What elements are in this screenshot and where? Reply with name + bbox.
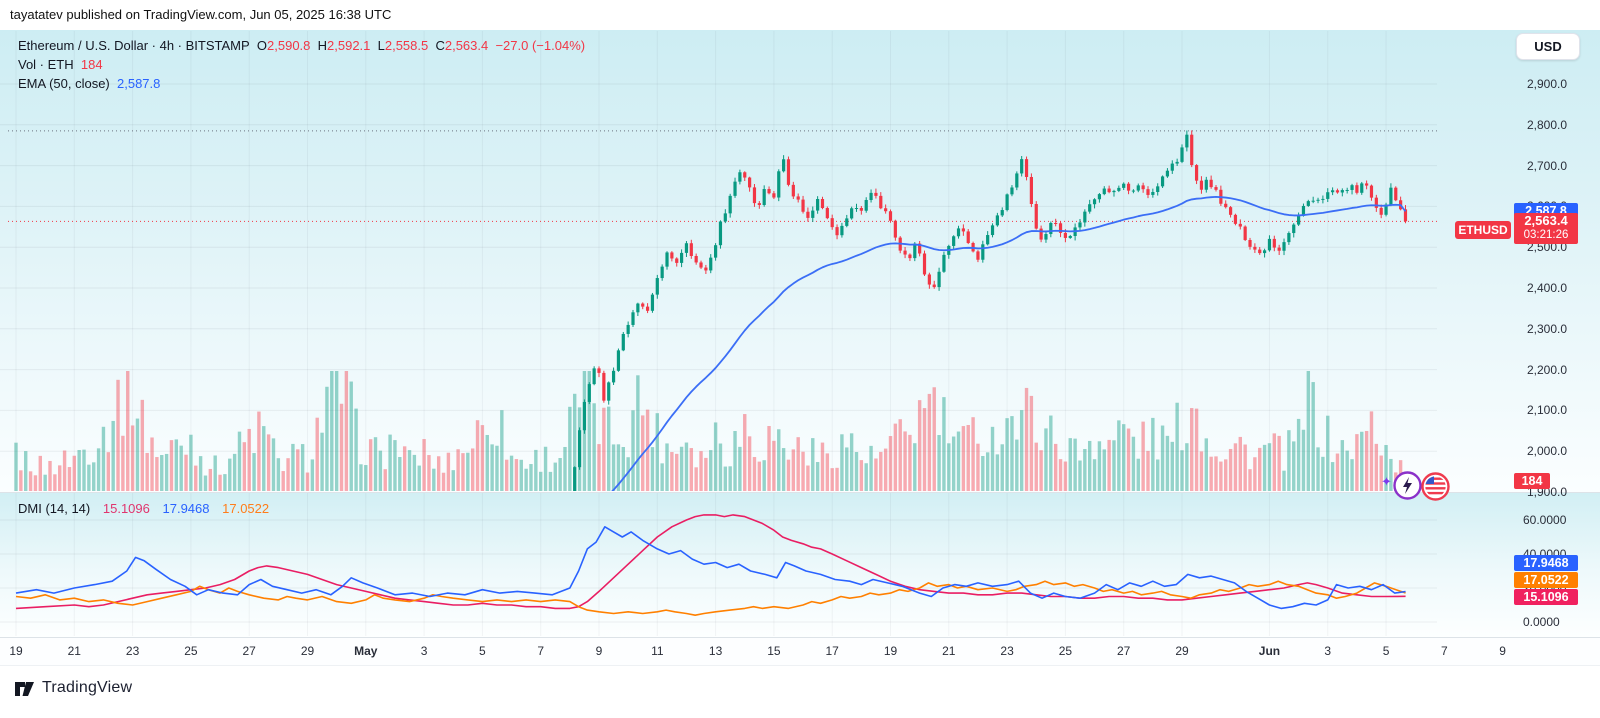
volume-legend-row[interactable]: Vol · ETH 184 [18, 56, 585, 74]
ema-legend-row[interactable]: EMA (50, close) 2,587.8 [18, 75, 585, 93]
ohlc-low-label: L [377, 38, 385, 53]
sparkle-icon: ✦ [1381, 474, 1392, 489]
price-axis-label: 2,100.0 [1527, 403, 1568, 418]
volume-label: Vol · ETH [18, 57, 74, 72]
time-axis-label: 15 [767, 644, 781, 658]
time-axis-label: 5 [479, 644, 486, 658]
time-axis-label: 25 [1058, 644, 1073, 658]
time-axis-label: 23 [1000, 644, 1014, 658]
last-price-badge: 2,563.4 03:21:26 [1514, 213, 1578, 244]
ohlc-close-label: C [435, 38, 445, 53]
time-axis-label: 23 [125, 644, 140, 658]
dmi-adx-value: 15.1096 [102, 501, 150, 516]
price-axis-label: 2,300.0 [1527, 321, 1568, 336]
ohlc-high-label: H [317, 38, 328, 53]
time-axis-label: 21 [67, 644, 81, 658]
dmi-axis-label: 0.0000 [1523, 615, 1560, 629]
dmi-minus-di-badge: 17.0522 [1514, 572, 1578, 588]
dmi-plus-di-badge: 17.9468 [1514, 555, 1578, 571]
time-axis-label: 13 [708, 644, 723, 658]
time-axis-label: 29 [1175, 644, 1189, 658]
symbol-title: Ethereum / U.S. Dollar · 4h · BITSTAMP [18, 38, 250, 53]
time-axis-label: 27 [1117, 644, 1131, 658]
ohlc-low-value: 2,558.5 [384, 38, 429, 53]
volume-value: 184 [80, 57, 103, 72]
ohlc-high-value: 2,592.1 [327, 38, 371, 53]
symbol-legend-row[interactable]: Ethereum / U.S. Dollar · 4h · BITSTAMP O… [18, 37, 585, 55]
price-axis-label: 2,200.0 [1527, 362, 1568, 377]
ema-label: EMA (50, close) [18, 76, 110, 91]
time-axis-label: 3 [1324, 644, 1332, 658]
tradingview-brand-text: TradingView [42, 678, 133, 696]
time-axis-label: 21 [942, 644, 956, 658]
time-axis-label: 19 [9, 644, 23, 658]
dmi-legend-row[interactable]: DMI (14, 14) 15.1096 17.9468 17.0522 [18, 501, 278, 516]
dmi-plus-di-value: 17.9468 [162, 501, 210, 516]
time-axis-label: 11 [651, 644, 664, 658]
dmi-axis-label: 60.0000 [1523, 513, 1567, 527]
time-axis-label: 17 [825, 644, 839, 658]
dmi-minus-di-value: 17.0522 [222, 501, 270, 516]
time-axis-label: May [354, 644, 378, 658]
ohlc-open-label: O [256, 38, 268, 53]
time-axis-label: 19 [883, 644, 898, 658]
change-value: −27.0 (−1.04%) [495, 38, 586, 53]
price-axis-label: 2,700.0 [1527, 158, 1568, 173]
axis-separator [0, 637, 1600, 638]
bar-countdown: 03:21:26 [1523, 229, 1569, 241]
dmi-title: DMI (14, 14) [18, 501, 91, 516]
spark-event-icon[interactable] [1392, 470, 1423, 501]
ohlc-close-value: 2,563.4 [444, 38, 489, 53]
us-flag-event-icon[interactable] [1420, 471, 1451, 502]
main-price-pane[interactable] [0, 30, 1600, 492]
tradingview-logo-icon [15, 682, 34, 696]
ema-value: 2,587.8 [117, 76, 161, 91]
time-axis-label: 29 [300, 644, 315, 658]
time-axis-label: Jun [1258, 644, 1281, 658]
time-axis-label: 7 [1441, 644, 1448, 658]
currency-toggle-button[interactable]: USD [1516, 33, 1580, 60]
dmi-adx-badge: 15.1096 [1514, 589, 1578, 605]
time-axis-label: 9 [595, 644, 603, 658]
price-axis-label: 2,800.0 [1527, 117, 1568, 132]
time-axis-label: 27 [242, 644, 256, 658]
ohlc-open-value: 2,590.8 [267, 38, 311, 53]
time-axis-label: 5 [1382, 644, 1390, 658]
attribution-bar: tayatatev published on TradingView.com, … [0, 0, 1600, 30]
time-axis[interactable] [0, 638, 1600, 666]
price-axis-label: 2,000.0 [1527, 444, 1568, 459]
last-price-value: 2,563.4 [1524, 213, 1568, 228]
time-axis-label: 25 [184, 644, 198, 658]
dmi-indicator-pane[interactable] [0, 493, 1600, 637]
footer: TradingView [0, 667, 1600, 718]
symbol-tag-badge: ETHUSD [1455, 221, 1511, 239]
chart-legend[interactable]: Ethereum / U.S. Dollar · 4h · BITSTAMP O… [18, 37, 585, 94]
price-axis-label: 2,400.0 [1527, 281, 1568, 295]
time-axis-label: 9 [1499, 644, 1506, 658]
pane-separator[interactable] [0, 492, 1600, 493]
price-axis-label: 2,900.0 [1527, 77, 1568, 91]
time-axis-label: 3 [420, 644, 428, 658]
attribution-text: tayatatev published on TradingView.com, … [10, 7, 392, 22]
volume-badge: 184 [1514, 473, 1550, 489]
tradingview-logo[interactable]: TradingView [14, 677, 132, 698]
time-axis-label: 7 [537, 644, 545, 658]
